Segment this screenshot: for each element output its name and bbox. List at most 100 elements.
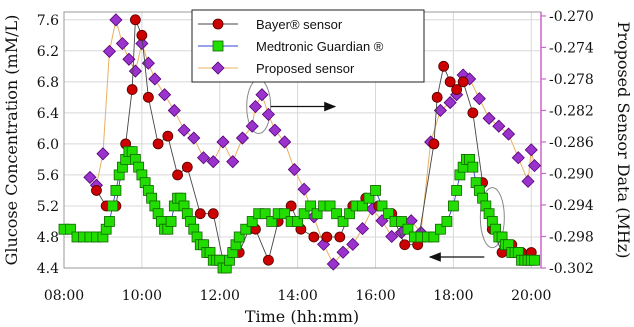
- proposed-point: [527, 159, 542, 173]
- y2-tick-label: -0.294: [549, 198, 594, 214]
- y-tick-label: 5.2: [37, 199, 59, 215]
- legend-entry-medtronic: Medtronic Guardian ®: [198, 39, 384, 54]
- legend-label-bayer: Bayer® sensor: [256, 17, 343, 32]
- proposed-point: [287, 162, 301, 177]
- proposed-point: [336, 245, 350, 259]
- medtronic-point: [402, 223, 414, 235]
- medtronic-point: [165, 216, 177, 227]
- y2-tick-label: -0.290: [549, 166, 594, 182]
- proposed-point: [206, 155, 220, 169]
- proposed-point: [187, 131, 201, 145]
- y-tick-label: 4.4: [37, 261, 59, 277]
- medtronic-point: [428, 231, 440, 243]
- proposed-point: [177, 123, 191, 137]
- x-tick-label: 20:00: [511, 288, 551, 304]
- y-tick-label: 7.6: [37, 13, 59, 29]
- proposed-point: [261, 107, 275, 121]
- x-axis-title: Time (hh:mm): [245, 307, 359, 326]
- proposed-point: [148, 72, 162, 86]
- y2-tick-label: -0.278: [549, 72, 594, 88]
- medtronic-point: [107, 200, 119, 212]
- x-tick-label: 18:00: [433, 288, 473, 304]
- x-tick-label: 08:00: [44, 288, 84, 304]
- proposed-point: [109, 13, 123, 27]
- proposed-point: [83, 170, 97, 184]
- medtronic-point: [357, 200, 368, 212]
- proposed-point: [102, 44, 116, 58]
- medtronic-point: [529, 254, 540, 266]
- legend-label-proposed: Proposed sensor: [256, 61, 355, 76]
- series-layer: [58, 13, 542, 274]
- y2-tick-label: -0.270: [549, 9, 594, 25]
- medtronic-point: [363, 192, 375, 204]
- y-tick-label: 6.4: [37, 106, 59, 122]
- medtronic-point: [451, 185, 463, 196]
- legend-marker-bayer: [212, 18, 224, 30]
- proposed-point: [268, 123, 282, 137]
- proposed-point: [135, 36, 149, 51]
- proposed-point: [96, 147, 110, 161]
- x-tick-label: 10:00: [122, 288, 162, 304]
- medtronic-point: [441, 216, 453, 227]
- medtronic-point: [435, 223, 446, 235]
- annotation-layer: [246, 79, 505, 262]
- medtronic-point: [240, 223, 252, 235]
- proposed-point: [524, 143, 538, 157]
- bayer-point: [457, 76, 469, 88]
- proposed-point: [255, 88, 269, 102]
- medtronic-point: [396, 216, 407, 227]
- y2-tick-label: -0.302: [549, 261, 594, 277]
- proposed-point: [472, 92, 486, 106]
- proposed-point: [492, 119, 506, 133]
- proposed-point: [167, 103, 181, 118]
- bayer-point: [308, 231, 320, 243]
- medtronic-point: [311, 208, 323, 220]
- proposed-point: [482, 111, 496, 125]
- medtronic-point: [331, 208, 342, 220]
- y-tick-label: 4.8: [37, 230, 59, 246]
- y-tick-label: 6.8: [37, 75, 59, 91]
- medtronic-point: [266, 216, 278, 227]
- legend-marker-medtronic: [212, 40, 224, 52]
- y-axis-title: Glucose Concentration (mM/L): [2, 15, 21, 266]
- legend: Bayer® sensor Medtronic Guardian ® Propo…: [191, 9, 425, 83]
- medtronic-point: [370, 185, 381, 196]
- medtronic-point: [292, 216, 304, 227]
- medtronic-point: [110, 185, 122, 196]
- proposed-point: [443, 96, 457, 110]
- proposed-point: [128, 64, 142, 78]
- proposed-point: [278, 135, 292, 149]
- medtronic-point: [305, 200, 317, 212]
- bayer-point: [444, 76, 456, 88]
- proposed-point: [216, 135, 230, 149]
- bayer-point: [181, 161, 193, 173]
- bayer-point: [162, 130, 174, 142]
- x-tick-labels: 08:00 10:00 12:00 14:00 16:00 18:00 20:00: [44, 288, 552, 304]
- legend-entry-bayer: Bayer® sensor: [198, 17, 343, 32]
- proposed-point: [122, 52, 136, 66]
- x-tick-label: 16:00: [355, 288, 395, 304]
- medtronic-point: [467, 161, 479, 173]
- x-tick-label: 14:00: [277, 288, 317, 304]
- proposed-point: [235, 131, 250, 145]
- medtronic-point: [298, 208, 310, 220]
- bayer-point: [194, 208, 206, 220]
- y-tick-label: 5.6: [37, 168, 59, 184]
- medtronic-point: [279, 208, 291, 220]
- proposed-point: [326, 257, 340, 271]
- proposed-point: [226, 155, 240, 169]
- bayer-point: [129, 14, 141, 26]
- y-tick-label: 6.0: [37, 137, 59, 153]
- medtronic-point: [246, 216, 258, 227]
- y2-tick-labels: -0.270 -0.274 -0.278 -0.282 -0.286 -0.290 -0.2…: [541, 9, 594, 277]
- proposed-point: [501, 127, 516, 141]
- bayer-point: [451, 84, 463, 95]
- medtronic-point: [337, 216, 349, 227]
- x-tick-label: 12:00: [200, 288, 240, 304]
- bayer-point: [438, 60, 450, 72]
- medtronic-point: [233, 231, 245, 243]
- annotation-ellipse: [479, 187, 505, 249]
- y2-axis-title: Proposed Sensor Data (MHz): [614, 22, 633, 259]
- y2-tick-label: -0.282: [549, 103, 594, 119]
- legend-label-medtronic: Medtronic Guardian ®: [256, 39, 384, 54]
